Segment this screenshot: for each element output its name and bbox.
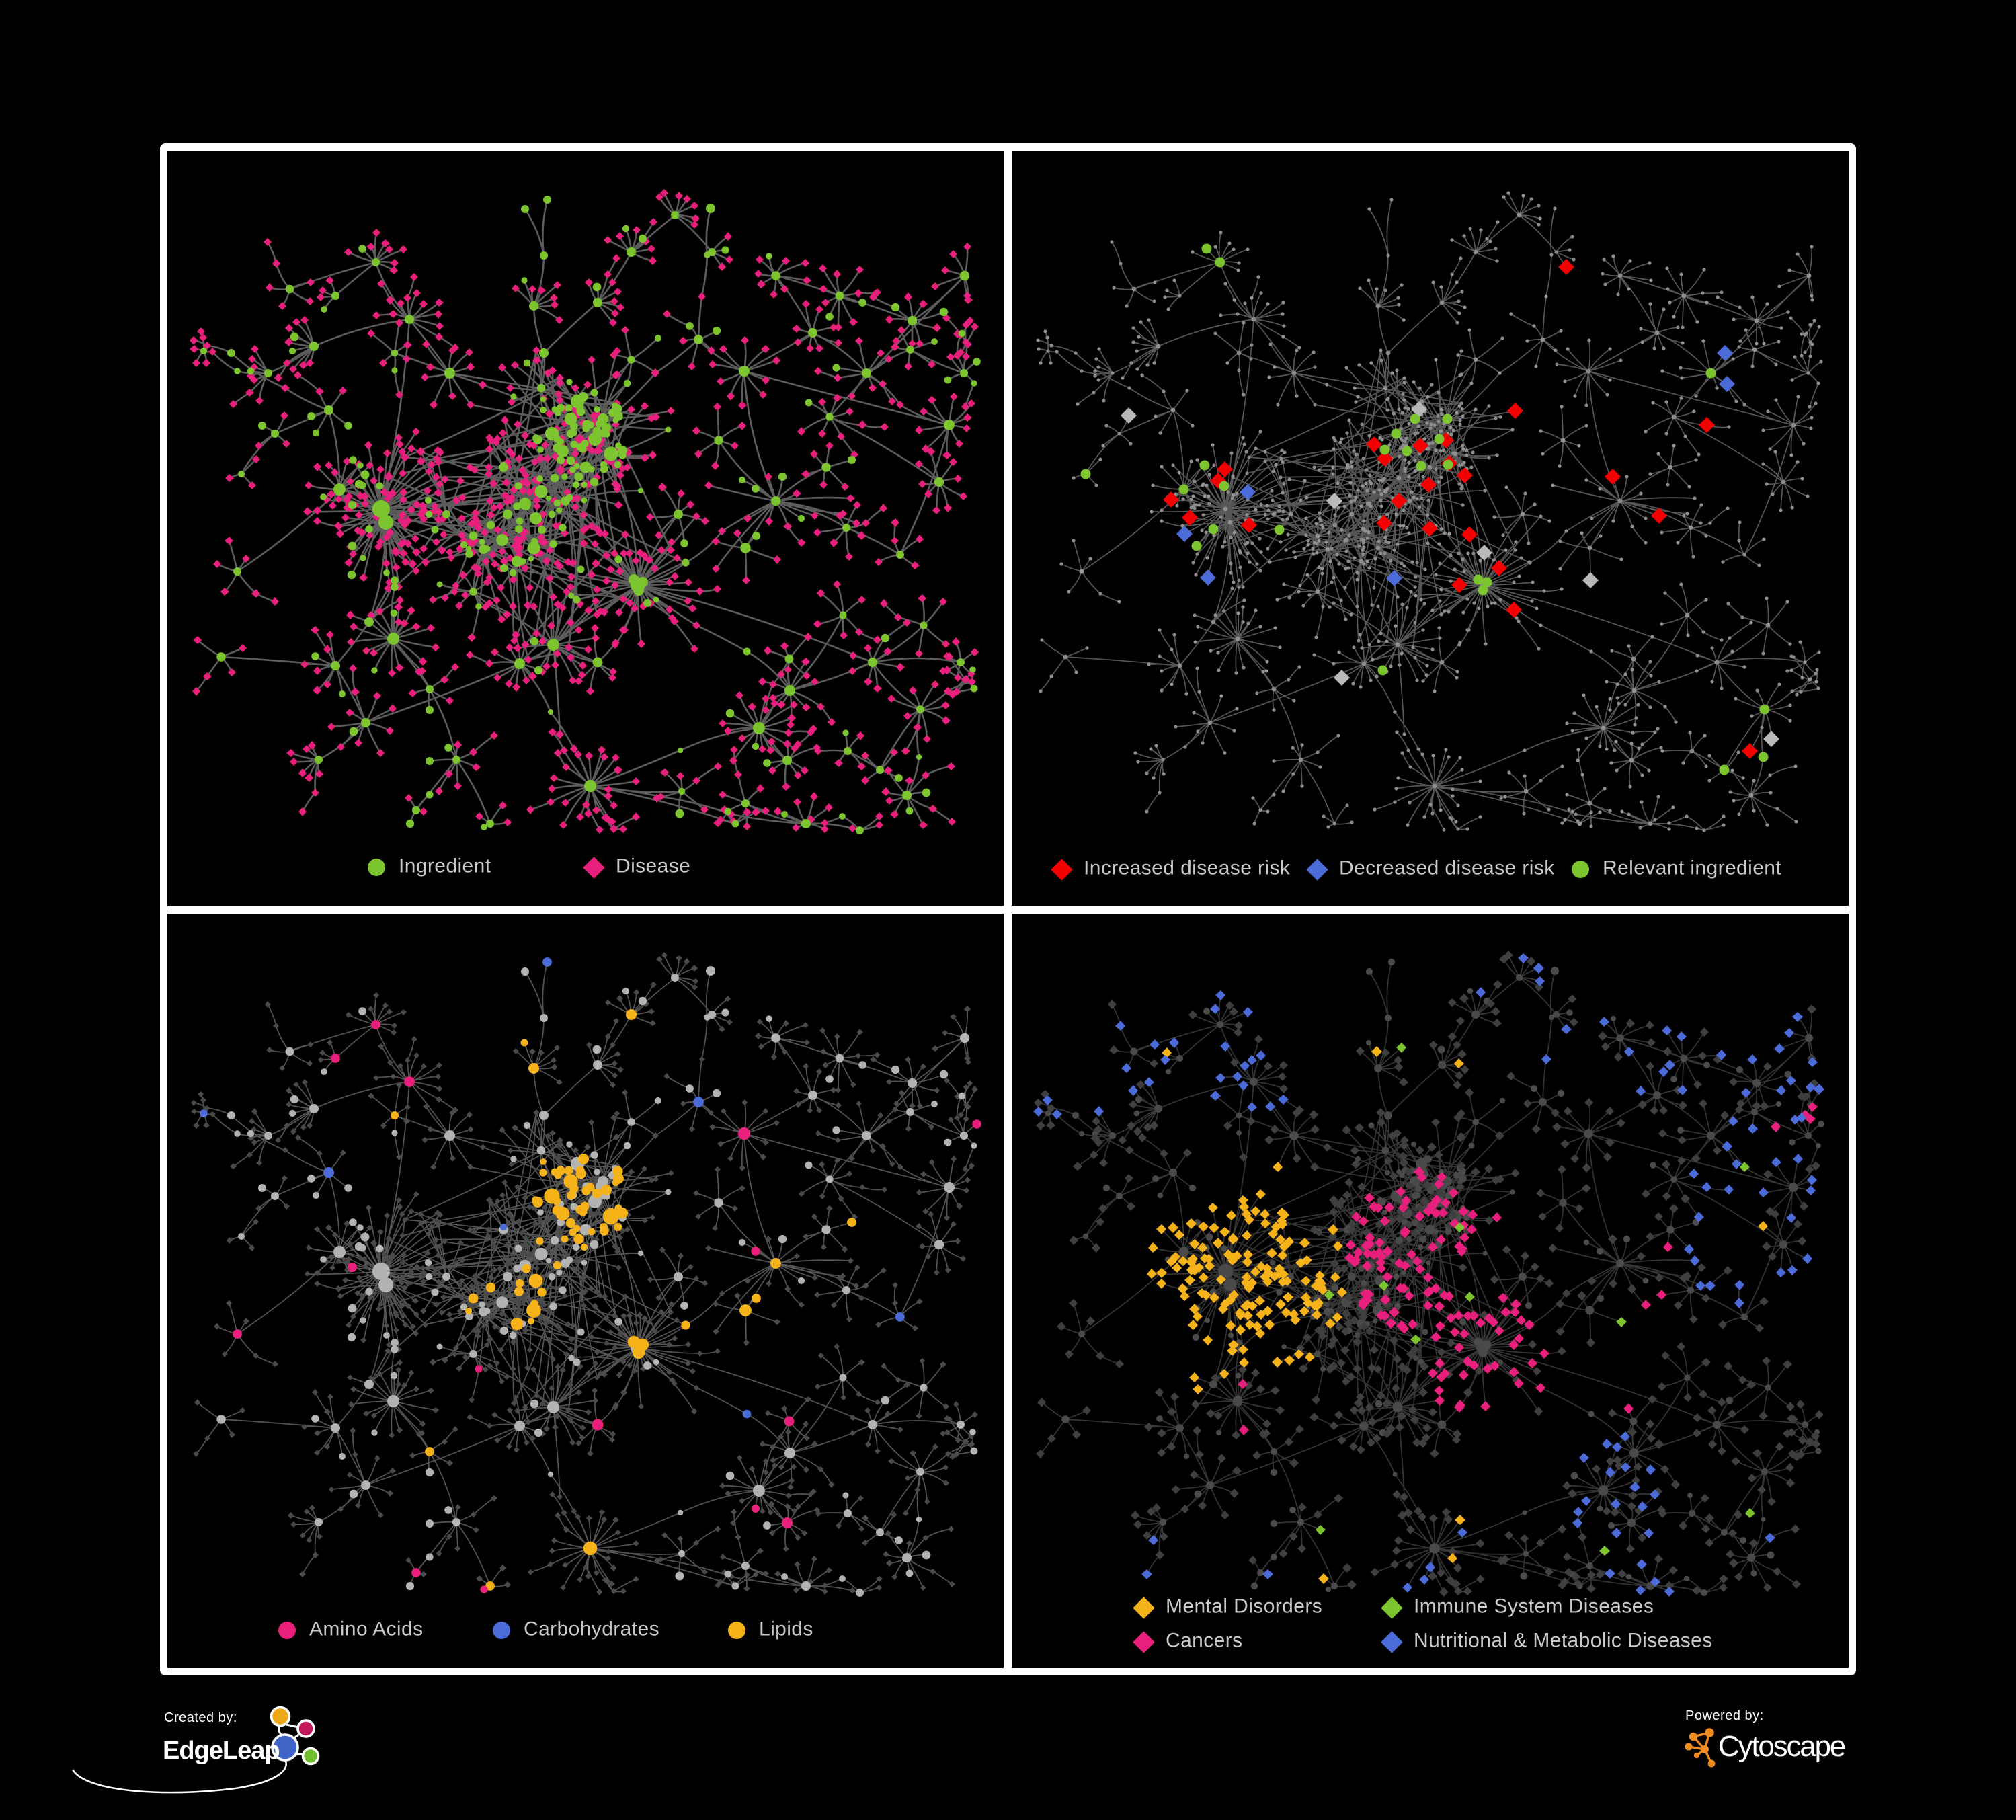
svg-text:Created by:: Created by: — [164, 1710, 237, 1725]
svg-text:Powered by:: Powered by: — [1685, 1708, 1764, 1723]
svg-text:EdgeLeap: EdgeLeap — [163, 1737, 280, 1765]
svg-text:Cytoscape: Cytoscape — [1718, 1730, 1845, 1763]
